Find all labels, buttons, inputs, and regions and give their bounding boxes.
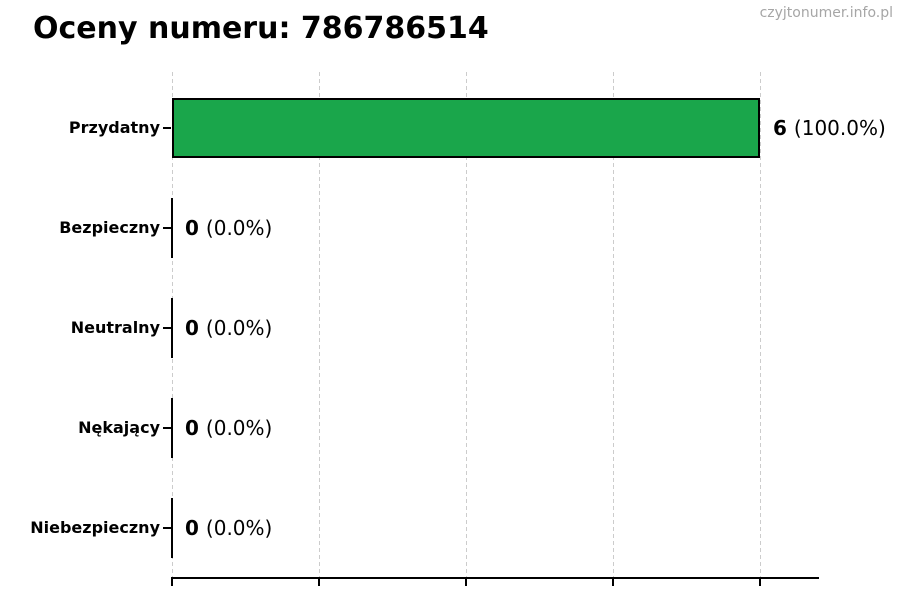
category-label: Nękający (78, 418, 160, 437)
watermark-site-name: czyjtonumer.info.pl (759, 5, 893, 21)
bar-value: 0 (185, 416, 199, 440)
gridline (466, 72, 467, 577)
gridline (319, 72, 320, 577)
y-axis-tick (163, 527, 171, 529)
x-axis-tick (465, 579, 467, 586)
y-axis-tick (163, 227, 171, 229)
chart-title: Oceny numeru: 786786514 (33, 11, 489, 46)
bar-nękający (171, 398, 173, 458)
x-axis-tick (171, 579, 173, 586)
bar-value: 6 (773, 116, 787, 140)
bar-value: 0 (185, 516, 199, 540)
bar-value-label: 0 (0.0%) (185, 216, 272, 240)
bar-value: 0 (185, 316, 199, 340)
bar-percent: (100.0%) (793, 116, 886, 140)
bar-niebezpieczny (171, 498, 173, 558)
x-axis-tick (759, 579, 761, 586)
bar-percent: (0.0%) (205, 516, 273, 540)
bar-value-label: 0 (0.0%) (185, 416, 272, 440)
bar-percent: (0.0%) (205, 416, 273, 440)
category-label: Bezpieczny (59, 218, 160, 237)
y-axis-tick (163, 427, 171, 429)
bar-value-label: 0 (0.0%) (185, 516, 272, 540)
x-axis-line (171, 577, 819, 579)
x-axis-tick (612, 579, 614, 586)
bar-przydatny (172, 98, 760, 158)
y-axis-tick (163, 327, 171, 329)
bar-value-label: 0 (0.0%) (185, 316, 272, 340)
category-label: Niebezpieczny (30, 518, 160, 537)
category-label: Neutralny (70, 318, 160, 337)
bar-value: 0 (185, 216, 199, 240)
bar-percent: (0.0%) (205, 316, 273, 340)
y-axis-tick (163, 127, 171, 129)
gridline (760, 72, 761, 577)
gridline (613, 72, 614, 577)
bar-neutralny (171, 298, 173, 358)
bar-percent: (0.0%) (205, 216, 273, 240)
category-label: Przydatny (68, 118, 160, 137)
x-axis-tick (318, 579, 320, 586)
bar-value-label: 6 (100.0%) (773, 116, 886, 140)
bar-bezpieczny (171, 198, 173, 258)
